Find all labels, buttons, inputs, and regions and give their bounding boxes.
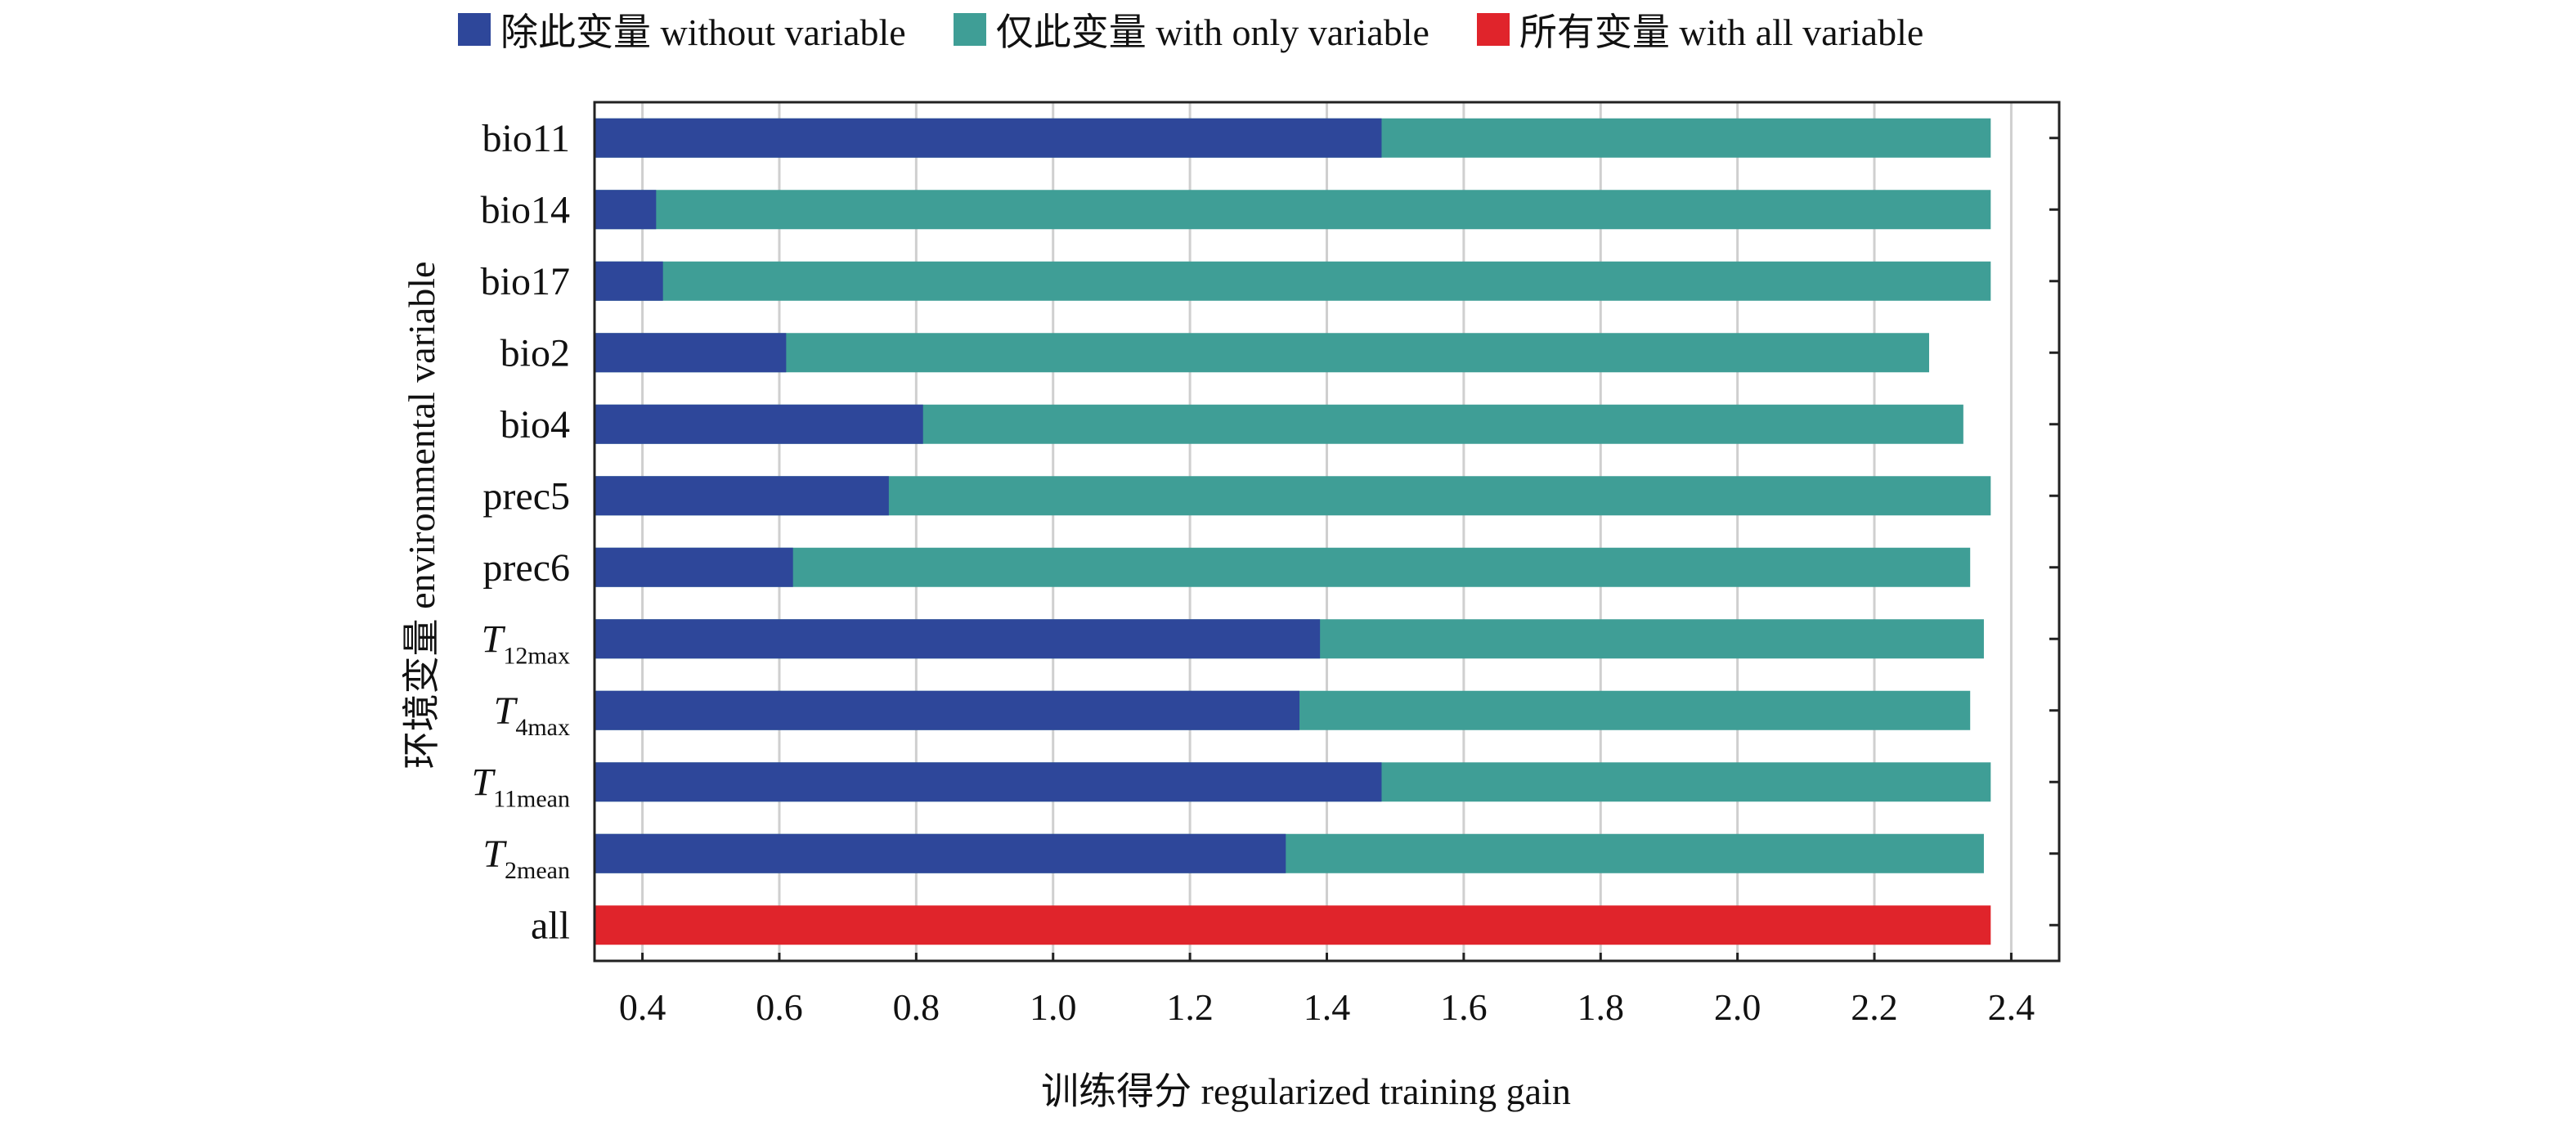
category-label-main: T xyxy=(482,617,506,661)
category-label-bio4: bio4 xyxy=(500,403,570,447)
legend-label-with-all-variable: 所有变量 with all variable xyxy=(1519,11,1924,53)
category-label-sub: 12max xyxy=(503,642,570,669)
bar-t11mean-series-0 xyxy=(595,762,1382,802)
tick-label-x-0.4: 0.4 xyxy=(619,986,666,1028)
legend-swatch-without-variable xyxy=(458,13,491,46)
legend-swatch-with-only-variable xyxy=(953,13,986,46)
tick-label-x-2.0: 2.0 xyxy=(1714,986,1761,1028)
category-label-all: all xyxy=(531,904,570,947)
plot-frame xyxy=(593,101,2061,963)
category-label-t12max: T12max xyxy=(482,617,570,669)
category-label-t11mean: T11mean xyxy=(471,761,570,812)
bar-bio2-series-0 xyxy=(595,333,787,373)
category-label-prec6: prec6 xyxy=(482,546,570,590)
bar-prec5-series-0 xyxy=(595,476,889,516)
tick-label-x-2.2: 2.2 xyxy=(1851,986,1898,1028)
x-axis-title: 训练得分 regularized training gain xyxy=(1041,1070,1571,1112)
legend-label-with-only-variable: 仅此变量 with only variable xyxy=(995,11,1429,53)
legend-label-without-variable: 除此变量 without variable xyxy=(500,11,906,53)
category-label-main: T xyxy=(471,761,496,804)
category-label-t4max: T4max xyxy=(494,689,570,741)
tick-label-x-2.4: 2.4 xyxy=(1988,986,2035,1028)
bar-bio4-series-0 xyxy=(595,404,923,444)
category-label-bio2: bio2 xyxy=(500,331,570,375)
legend: 除此变量 without variable 仅此变量 with only var… xyxy=(458,3,1923,56)
legend-item-without-variable: 除此变量 without variable xyxy=(458,2,906,56)
tick-label-x-1.4: 1.4 xyxy=(1304,986,1351,1028)
category-label-bio17: bio17 xyxy=(481,260,570,303)
category-label-main: T xyxy=(494,689,518,733)
bar-bio11-series-0 xyxy=(595,118,1382,158)
bar-bio14-series-1 xyxy=(595,190,1991,230)
category-label-sub: 11mean xyxy=(493,785,570,812)
legend-item-with-only-variable: 仅此变量 with only variable xyxy=(953,2,1429,56)
bar-bio17-series-1 xyxy=(595,261,1991,301)
bar-prec6-series-1 xyxy=(595,547,1971,587)
bar-bio17-series-0 xyxy=(595,261,663,301)
tick-label-x-1.8: 1.8 xyxy=(1577,986,1625,1028)
bar-t12max-series-0 xyxy=(595,619,1321,659)
category-label-sub: 2mean xyxy=(505,857,570,884)
tick-label-x-0.6: 0.6 xyxy=(756,986,803,1028)
bar-bio2-series-1 xyxy=(595,333,1929,373)
legend-item-with-all-variable: 所有变量 with all variable xyxy=(1476,2,1924,56)
category-label-bio14: bio14 xyxy=(481,188,570,231)
tick-label-x-0.8: 0.8 xyxy=(893,986,940,1028)
category-label-prec5: prec5 xyxy=(482,474,570,518)
tick-label-x-1.2: 1.2 xyxy=(1166,986,1214,1028)
category-label-main: T xyxy=(482,833,507,876)
bar-bio14-series-0 xyxy=(595,190,657,230)
tick-label-x-1.0: 1.0 xyxy=(1030,986,1077,1028)
bar-all-series-2 xyxy=(595,905,1991,945)
tick-label-x-1.6: 1.6 xyxy=(1440,986,1488,1028)
bar-prec6-series-0 xyxy=(595,547,793,587)
category-label-sub: 4max xyxy=(515,714,570,741)
bar-t4max-series-0 xyxy=(595,690,1300,730)
bar-t2mean-series-0 xyxy=(595,833,1286,873)
category-label-t2mean: T2mean xyxy=(482,833,570,884)
category-label-bio11: bio11 xyxy=(482,117,570,160)
legend-swatch-with-all-variable xyxy=(1476,13,1510,46)
